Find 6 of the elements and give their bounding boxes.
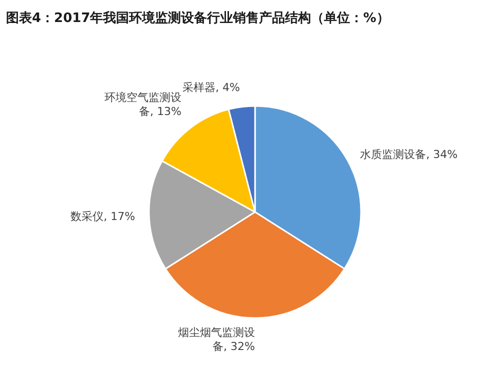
chart-title: 图表4：2017年我国环境监测设备行业销售产品结构（单位：%）	[6, 10, 390, 26]
slice-label: 水质监测设备, 34%	[360, 148, 458, 162]
slice-label: 环境空气监测设备, 13%	[104, 91, 182, 118]
slice-label: 数采仪, 17%	[70, 210, 136, 223]
slice-label: 烟尘烟气监测设备, 32%	[178, 326, 255, 353]
slice-label: 采样器, 4%	[182, 80, 240, 94]
